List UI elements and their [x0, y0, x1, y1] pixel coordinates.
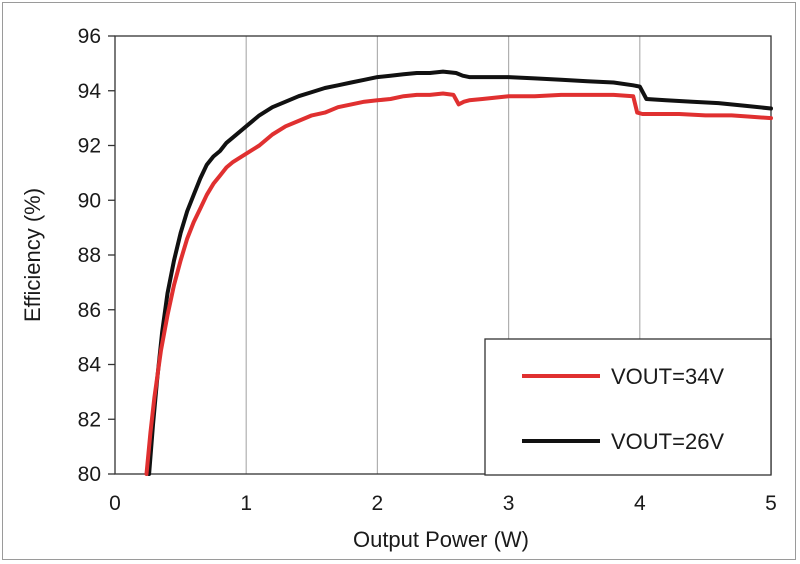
legend: VOUT=34V VOUT=26V [484, 338, 772, 476]
y-tick-label: 82 [78, 408, 101, 431]
y-tick-label: 96 [78, 25, 101, 48]
y-tick-label: 86 [78, 299, 101, 322]
y-tick-label: 84 [78, 354, 102, 377]
y-tick-label: 94 [78, 80, 102, 103]
y-tick-label: 90 [78, 189, 101, 212]
series-line-vout-26v [147, 69, 773, 476]
x-axis-ticks: 0 1 2 3 4 5 [109, 492, 777, 515]
legend-box [484, 338, 772, 476]
data-series [144, 69, 773, 476]
x-tick-label: 3 [503, 492, 515, 515]
x-tick-label: 1 [240, 492, 252, 515]
y-axis-title: Efficiency (%) [20, 188, 45, 322]
y-tick-label: 88 [78, 244, 101, 267]
x-tick-label: 0 [109, 492, 121, 515]
x-tick-label: 5 [765, 492, 777, 515]
legend-label-vout-34v: VOUT=34V [611, 364, 724, 389]
y-tick-label: 80 [78, 463, 101, 486]
x-axis-title: Output Power (W) [353, 527, 529, 552]
legend-label-vout-26v: VOUT=26V [611, 429, 724, 454]
y-tick-label: 92 [78, 135, 101, 158]
y-axis-ticks: 80 82 84 86 88 90 92 94 96 [78, 25, 115, 486]
series-line-vout-34v [144, 91, 773, 476]
x-tick-label: 2 [372, 492, 384, 515]
x-tick-label: 4 [634, 492, 646, 515]
